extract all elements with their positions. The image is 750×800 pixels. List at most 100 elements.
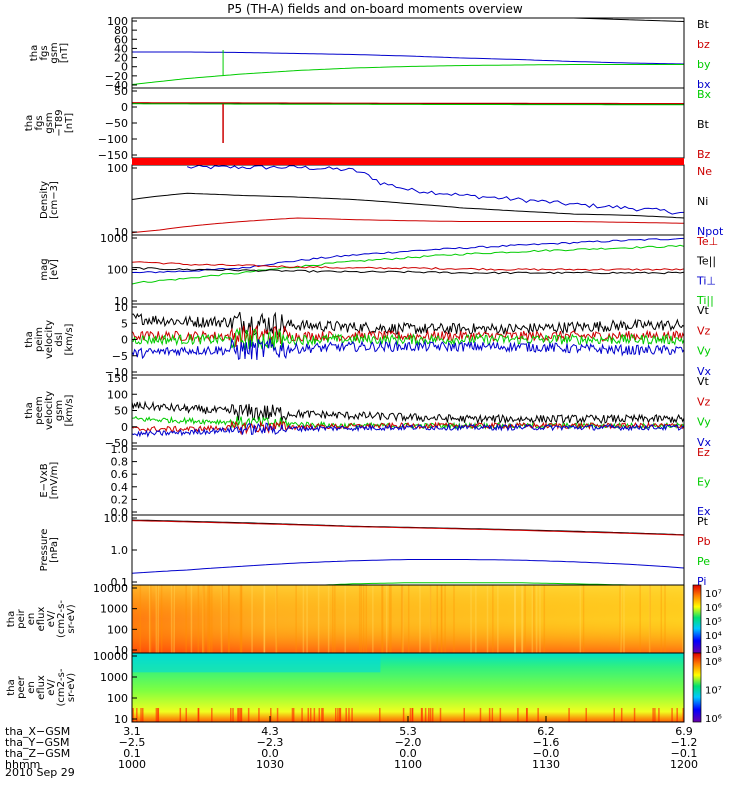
spectrogram-streak — [492, 585, 494, 653]
spectrogram-streak — [664, 585, 666, 653]
spectrogram-streak — [400, 585, 403, 653]
spectrogram-streak — [337, 708, 339, 722]
spectrogram-streak — [209, 585, 211, 653]
spectrogram-streak — [526, 708, 528, 722]
y-axis-label: thapeemvelocitygsm[km/s] — [24, 391, 75, 430]
spectrogram-streak — [345, 708, 347, 722]
legend-bt: Bt — [697, 118, 710, 131]
spectrogram-streak — [318, 708, 321, 722]
y-axis-label: thapeirenefluxeV/(cm2-s-sr-eV) — [6, 600, 77, 638]
colorbar-tick: 10⁸ — [705, 657, 722, 668]
series-bx-line — [132, 51, 685, 65]
spectrogram-streak — [654, 708, 656, 722]
spectrogram-streak — [381, 585, 384, 653]
y-tick-label: 0.6 — [111, 468, 129, 481]
legend-pi: Pi — [697, 575, 706, 588]
y-tick-label: 1000 — [100, 232, 128, 245]
x-tick-label: 3.1 — [123, 725, 141, 738]
y-tick-label: 10 — [114, 301, 128, 314]
x-tick-label: 0.0 — [399, 747, 417, 760]
spectrogram-streak — [639, 585, 641, 653]
spectrogram-streak — [202, 585, 204, 653]
y-tick-label: 60 — [114, 33, 128, 46]
y-tick-label: −20 — [105, 70, 128, 83]
spectrogram-streak — [660, 585, 663, 653]
spectrogram-streak — [292, 708, 295, 722]
spectrogram-streak — [239, 585, 242, 653]
spectrogram-streak — [648, 585, 651, 653]
legend-by: by — [697, 58, 711, 71]
x-tick-label: −1.6 — [533, 736, 560, 749]
legend-bz: Bz — [697, 148, 711, 161]
spectrogram-streak — [428, 708, 430, 722]
spectrogram-streak — [276, 708, 279, 722]
spectrogram-streak — [682, 708, 684, 722]
colorbar-tick: 10⁶ — [705, 714, 722, 725]
series-ne-line — [131, 217, 685, 234]
y-tick-label: 20 — [114, 52, 128, 65]
spectrogram-streak — [190, 585, 193, 653]
y-tick-label: 40 — [114, 42, 128, 55]
spectrogram-streak — [173, 585, 175, 653]
y-tick-label: 100 — [107, 623, 128, 636]
legend-bt: Bt — [697, 18, 710, 31]
spectrogram-streak — [237, 708, 239, 722]
spectrogram-streak — [479, 708, 482, 722]
spectrogram-streak — [185, 585, 187, 653]
spectrogram-streak — [358, 585, 361, 653]
spectrogram-streak — [332, 585, 334, 653]
spectrogram-streak — [424, 708, 427, 722]
spectrogram-streak — [385, 585, 388, 653]
y-tick-label: 150 — [107, 372, 128, 385]
spectrogram-streak — [521, 585, 523, 653]
y-tick-label: 10.0 — [104, 512, 129, 525]
spectrogram-streak — [270, 708, 272, 722]
y-tick-label: 50 — [114, 405, 128, 418]
spectrogram-streak — [411, 708, 414, 722]
spectrogram-streak — [172, 585, 174, 653]
spectrogram-streak — [322, 708, 324, 722]
legend-bz: bz — [697, 38, 710, 51]
spectrogram-streak — [390, 585, 392, 653]
y-axis-label: thafgsgsm−T89[nT] — [24, 109, 75, 136]
spectrogram-streak — [247, 708, 250, 722]
legend-te: Te⊥ — [696, 235, 718, 248]
spectrogram-streak — [240, 708, 243, 722]
panel-8: 10.0 1.0 0.1 Pressure[nPa] Pt Pb Pe Pi — [39, 512, 711, 589]
spectrogram-streak — [238, 708, 240, 722]
series-vt-line — [131, 400, 685, 425]
spectrogram-streak — [486, 585, 489, 653]
y-tick-label: 100 — [107, 15, 128, 28]
spectrogram-streak — [533, 585, 535, 653]
spectrogram-streak — [227, 585, 230, 653]
x-tick-label: 0.1 — [123, 747, 141, 760]
spectrogram-streak — [441, 585, 443, 653]
spectrogram-streak — [338, 708, 341, 722]
y-tick-label: 0.8 — [111, 456, 129, 469]
y-tick-label: 10000 — [93, 650, 128, 663]
spectrogram-streak — [579, 585, 582, 653]
panel-10: 10⁸ 10⁷ 10⁶ 10000 1000 100 10 thapeerenefluxeV/… — [6, 650, 722, 726]
series-vz-line — [131, 420, 685, 436]
spectrogram-streak — [157, 585, 159, 653]
spectrogram-streak — [142, 708, 144, 722]
spectrogram-streak — [402, 585, 404, 653]
y-tick-label: 1000 — [100, 603, 128, 616]
spectrogram-streak — [620, 585, 622, 653]
legend-vt: Vt — [697, 375, 710, 388]
spectrogram-highflux — [132, 653, 381, 673]
spectrogram-streak — [535, 585, 538, 653]
y-axis-label: Density[cm−3] — [39, 181, 60, 219]
series-bz-line — [132, 102, 684, 104]
y-tick-label: 100 — [107, 264, 128, 277]
colorbar-tick: 10⁷ — [705, 589, 722, 600]
spectrogram-streak — [421, 708, 423, 722]
spectrogram-streak — [652, 708, 654, 722]
spectrogram-streak — [453, 585, 455, 653]
legend-pe: Pe — [697, 555, 710, 568]
spectrogram-streak — [140, 708, 142, 722]
panel-3: 100 10 Density[cm−3] Ne Ni Npot — [39, 162, 724, 239]
spectrogram-streak — [228, 585, 230, 653]
spectrogram-streak — [263, 585, 265, 653]
